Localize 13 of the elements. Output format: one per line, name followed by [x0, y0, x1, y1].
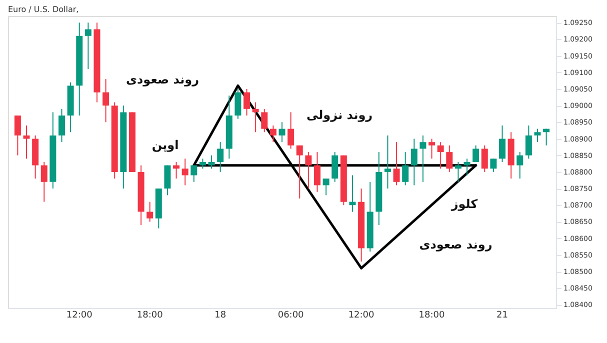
x-tick-label: 21 [496, 310, 508, 320]
x-tick-label: 18:00 [418, 310, 446, 320]
x-tick-label: 18 [214, 310, 226, 320]
annotation: روند نزولی [306, 108, 373, 122]
x-tick-label: 18:00 [136, 310, 164, 320]
x-tick-label: 12:00 [348, 310, 375, 320]
annotation: اوپن [152, 138, 179, 152]
annotation: روند صعودی [419, 238, 492, 252]
annotation: روند صعودی [126, 72, 200, 86]
x-tick-label: 12:00 [66, 310, 93, 320]
annotation: کلوز [450, 196, 478, 211]
x-tick-label: 06:00 [278, 310, 304, 320]
chart-title: Euro / U.S. Dollar, [8, 5, 79, 14]
